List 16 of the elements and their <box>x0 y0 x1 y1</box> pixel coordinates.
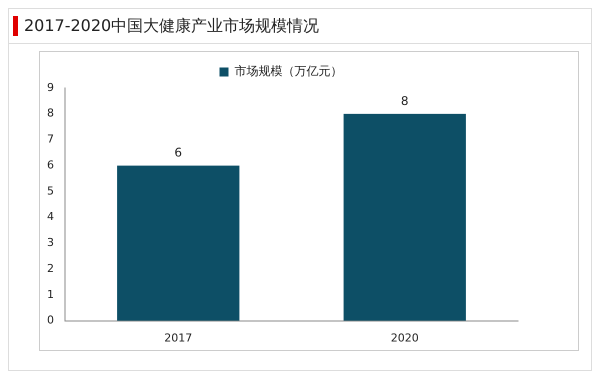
y-tick-label: 9 <box>47 80 54 94</box>
data-label: 6 <box>174 146 182 160</box>
data-label: 8 <box>400 94 409 108</box>
y-tick-label: 2 <box>47 262 54 275</box>
y-tick-label: 5 <box>47 184 54 198</box>
y-tick-label: 0 <box>47 314 54 327</box>
y-tick-label: 3 <box>47 236 54 250</box>
chart-title: 2017-2020中国大健康产业市场规模情况 <box>24 16 320 36</box>
legend-label: 市场规模（万亿元） <box>234 64 342 78</box>
x-tick-label: 2020 <box>390 331 419 344</box>
y-tick-label: 8 <box>47 106 54 120</box>
y-tick-label: 6 <box>47 158 54 172</box>
x-tick-label: 2017 <box>164 331 192 344</box>
y-tick-label: 7 <box>47 132 54 146</box>
y-tick-label: 1 <box>47 288 54 301</box>
y-tick-label: 4 <box>47 210 54 224</box>
